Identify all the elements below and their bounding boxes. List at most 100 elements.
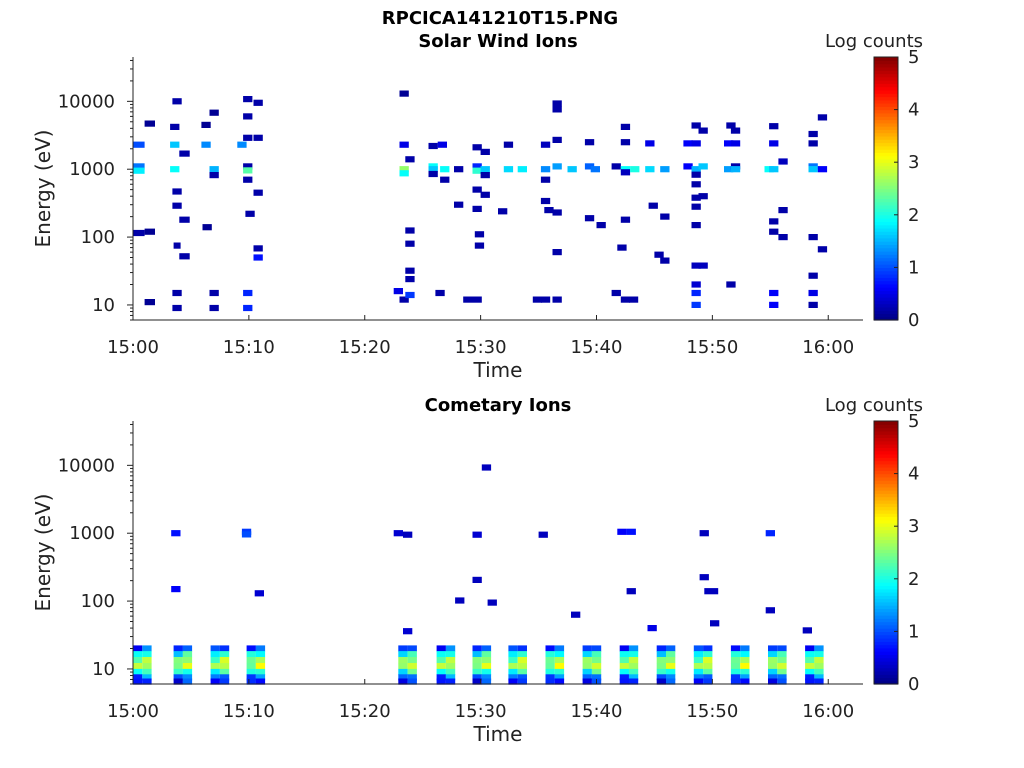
heatmap-cell	[703, 657, 713, 664]
heatmap-cell	[243, 304, 253, 312]
colorbar-segment	[874, 103, 898, 107]
heatmap-cell	[517, 166, 527, 173]
heatmap-cell	[209, 172, 219, 179]
heatmap-cell	[691, 171, 701, 178]
heatmap-cell	[255, 645, 266, 652]
colorbar-segment	[874, 647, 898, 652]
heatmap-cell	[436, 668, 446, 676]
y-tick-label: 100	[81, 591, 115, 612]
heatmap-cell	[778, 234, 788, 241]
colorbar-segment	[874, 274, 898, 278]
colorbar-segment	[874, 70, 898, 75]
heatmap-cell	[255, 668, 266, 676]
heatmap-cell	[582, 645, 592, 652]
heatmap-cell	[545, 668, 555, 676]
heatmap-cell	[656, 663, 666, 670]
heatmap-cell	[210, 663, 220, 670]
heatmap-cell	[472, 163, 482, 170]
heatmap-cell	[172, 304, 182, 312]
heatmap-cell	[808, 301, 818, 308]
heatmap-cell	[777, 678, 787, 685]
heatmap-cell	[683, 163, 693, 170]
heatmap-cell	[740, 668, 750, 676]
heatmap-cell	[540, 166, 551, 173]
heatmap-cell	[182, 651, 193, 658]
heatmap-cell	[517, 678, 527, 685]
panel-title: Cometary Ions	[425, 395, 572, 416]
colorbar-segment	[874, 89, 898, 94]
heatmap-cell	[814, 663, 824, 670]
heatmap-cell	[538, 531, 548, 538]
heatmap-cell	[619, 651, 629, 658]
heatmap-cell	[693, 657, 704, 664]
y-tick-label: 10000	[58, 455, 115, 476]
heatmap-cell	[805, 663, 815, 670]
heatmap-cell	[172, 188, 182, 195]
colorbar-segment	[874, 453, 898, 458]
heatmap-cell	[428, 142, 438, 150]
colorbar-segment	[874, 135, 898, 140]
heatmap-cell	[445, 674, 456, 681]
heatmap-cell	[172, 289, 182, 297]
heatmap-cell	[170, 166, 180, 173]
heatmap-cell	[170, 123, 180, 130]
heatmap-cell	[540, 176, 551, 183]
colorbar-segment	[874, 60, 898, 65]
colorbar-label: Log counts	[825, 395, 923, 416]
heatmap-cell	[814, 645, 824, 652]
heatmap-cell	[246, 651, 256, 658]
y-tick-label: 10	[92, 295, 115, 316]
heatmap-cell	[769, 218, 779, 225]
heatmap-cell	[173, 657, 183, 664]
heatmap-cell	[814, 678, 824, 685]
heatmap-cell	[554, 674, 565, 681]
heatmap-cell	[445, 668, 456, 676]
heatmap-cell	[472, 144, 482, 151]
heatmap-cell	[243, 167, 253, 174]
heatmap-cell	[666, 663, 676, 670]
panel-title: Solar Wind Ions	[418, 31, 577, 52]
colorbar-segment	[874, 480, 898, 485]
heatmap-cell	[591, 657, 602, 664]
colorbar-segment	[874, 638, 898, 642]
colorbar-segment	[874, 605, 898, 609]
heatmap-cell	[704, 588, 719, 595]
colorbar-segment	[874, 195, 898, 199]
heatmap-cell	[144, 228, 155, 235]
heatmap-cell	[691, 140, 701, 147]
colorbar-segment	[874, 516, 898, 521]
heatmap-cell	[210, 657, 220, 664]
colorbar-segment	[874, 476, 898, 481]
heatmap-cell	[808, 272, 818, 279]
heatmap-cell	[814, 657, 824, 664]
heatmap-cell	[399, 170, 409, 177]
heatmap-cell	[481, 668, 492, 676]
colorbar-segment	[874, 96, 898, 101]
heatmap-cell	[777, 663, 787, 670]
heatmap-cell	[472, 186, 482, 193]
heatmap-cell	[481, 464, 492, 471]
colorbar-segment	[874, 293, 898, 298]
heatmap-cell	[666, 651, 676, 658]
heatmap-cell	[399, 296, 409, 303]
heatmap-cell	[503, 166, 514, 173]
heatmap-cell	[691, 122, 701, 129]
heatmap-cell	[691, 203, 701, 210]
y-axis-label: Energy (eV)	[31, 494, 55, 612]
colorbar-segment	[874, 204, 898, 209]
colorbar-tick-label: 3	[908, 516, 919, 537]
heatmap-cell	[517, 663, 527, 670]
heatmap-cell	[428, 166, 438, 173]
heatmap-cell	[552, 136, 562, 143]
heatmap-cell	[693, 678, 704, 685]
colorbar-segment	[874, 486, 898, 491]
x-axis-label: Time	[473, 358, 523, 382]
heatmap-cell	[740, 657, 750, 664]
heatmap-cell	[619, 674, 629, 681]
heatmap-cell	[472, 296, 482, 303]
heatmap-cell	[243, 176, 253, 183]
heatmap-cell	[620, 296, 631, 303]
colorbar-segment	[874, 224, 898, 229]
heatmap-cell	[440, 176, 450, 183]
heatmap-cell	[245, 210, 255, 217]
